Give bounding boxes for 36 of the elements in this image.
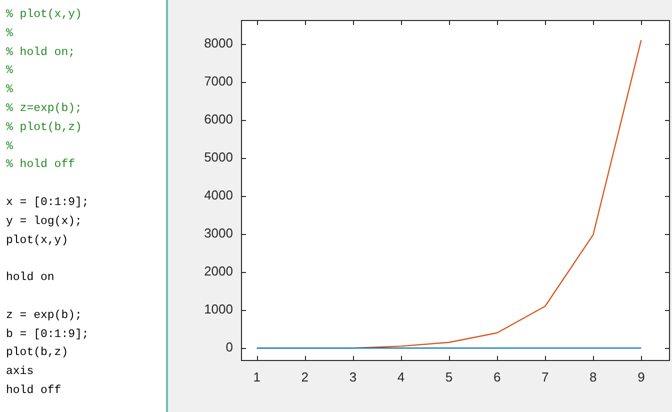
x-tick-label: 6 bbox=[493, 369, 501, 384]
text: % bbox=[6, 63, 14, 80]
x-tick-label: 3 bbox=[349, 369, 357, 384]
y-tick-label: 2000 bbox=[204, 264, 233, 279]
x-tick-label: 1 bbox=[253, 369, 260, 384]
y-tick-label: 3000 bbox=[204, 226, 233, 241]
text: b = [0:1:9]; bbox=[6, 326, 90, 343]
y-tick-label: 7000 bbox=[204, 74, 233, 89]
text: % z=exp(b); bbox=[6, 100, 83, 117]
text: % plot(x,y) bbox=[6, 7, 83, 23]
text: % hold off bbox=[6, 157, 76, 174]
y-tick-label: 4000 bbox=[204, 188, 233, 203]
text: % plot(b,z) bbox=[6, 120, 83, 136]
text: % hold on; bbox=[6, 44, 76, 61]
text: y = log(x); bbox=[6, 214, 83, 230]
text: z = exp(b); bbox=[6, 308, 83, 324]
x-tick-label: 5 bbox=[445, 369, 453, 384]
x-tick-label: 8 bbox=[590, 369, 597, 384]
text: plot(x,y) bbox=[6, 232, 70, 249]
text: hold on bbox=[6, 270, 56, 286]
y-tick-label: 5000 bbox=[204, 150, 233, 165]
x-tick-label: 2 bbox=[301, 369, 309, 384]
x-tick-label: 7 bbox=[541, 369, 549, 384]
y-tick-label: 8000 bbox=[204, 36, 233, 51]
text: % bbox=[6, 26, 14, 42]
text: plot(b,z) bbox=[6, 345, 70, 362]
y-tick-label: 6000 bbox=[204, 112, 233, 127]
y-tick-label: 1000 bbox=[204, 302, 233, 317]
text: % bbox=[6, 138, 14, 155]
text: axis bbox=[6, 364, 35, 380]
text: x = [0:1:9]; bbox=[6, 194, 90, 211]
y-tick-label: 0 bbox=[226, 340, 233, 355]
x-tick-label: 9 bbox=[638, 369, 645, 384]
text: % bbox=[6, 82, 14, 98]
x-tick-label: 4 bbox=[397, 369, 405, 384]
text: hold off bbox=[6, 382, 62, 399]
